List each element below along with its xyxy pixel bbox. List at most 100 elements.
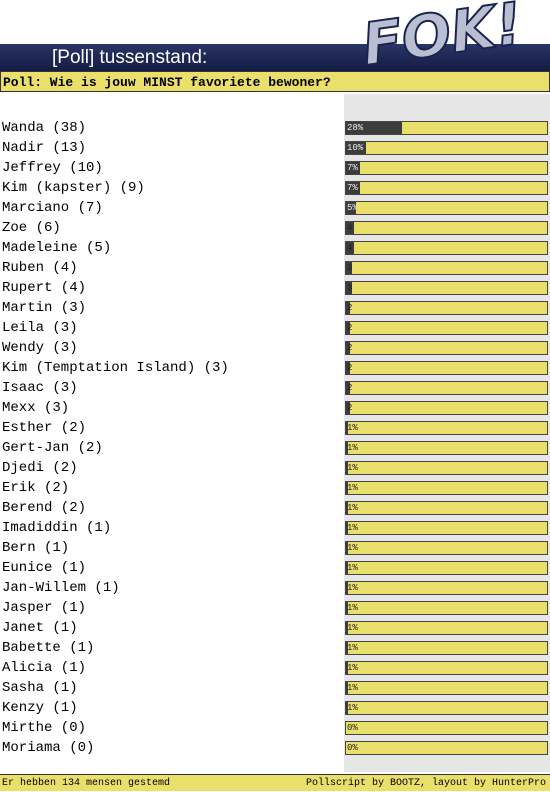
option-label: Imadiddin (1) [2,520,112,536]
percent-label: 1% [347,483,358,493]
option-label: Jasper (1) [2,600,87,616]
bar-track: 3 [345,281,548,295]
bar-fill [346,702,348,714]
bar-fill [346,542,348,554]
bar-fill [346,502,348,514]
bar-track: 28% [345,121,548,135]
bar-fill [346,242,355,254]
option-label: Rupert (4) [2,280,87,296]
bar-fill: 28% [346,122,403,134]
bar-track: 1% [345,661,548,675]
percent-label: 2 [347,303,353,313]
bar-track: 1% [345,561,548,575]
bar-track: 2 [345,381,548,395]
bar-track: 1% [345,701,548,715]
percent-label: 1% [347,503,358,513]
bar-fill [346,482,348,494]
bar-fill [346,282,353,294]
option-label: Jan-Willem (1) [2,580,120,596]
option-label: Eunice (1) [2,560,87,576]
bar-track: 1% [345,601,548,615]
bar-track: 5% [345,201,548,215]
percent-label: 2 [347,323,353,333]
bar-track: 3 [345,261,548,275]
footer: Er hebben 134 mensen gestemd Pollscript … [0,774,550,791]
percent-label: 5% [347,203,356,213]
option-label: Moriama (0) [2,740,95,756]
option-label: Wendy (3) [2,340,78,356]
bar-track: 4 [345,241,548,255]
option-label: Babette (1) [2,640,95,656]
bar-fill [346,462,348,474]
bar-track: 1% [345,481,548,495]
bar-fill: 5% [346,202,357,214]
bar-track: 1% [345,461,548,475]
bar-fill [346,382,351,394]
bar-track: 1% [345,641,548,655]
percent-label: 0% [347,743,358,753]
bar-fill [346,262,353,274]
option-label: Mexx (3) [2,400,70,416]
header-title: [Poll] tussenstand: [52,47,208,68]
bar-fill [346,402,351,414]
option-label: Madeleine (5) [2,240,112,256]
percent-label: 1% [347,623,358,633]
option-label: Ruben (4) [2,260,78,276]
bar-track: 1% [345,501,548,515]
bar-track: 1% [345,621,548,635]
bar-track: 2 [345,341,548,355]
bar-fill [346,442,348,454]
option-label: Bern (1) [2,540,70,556]
bar-fill [346,622,348,634]
option-label: Martin (3) [2,300,87,316]
vote-count: Er hebben 134 mensen gestemd [2,778,171,789]
percent-label: 4 [347,243,353,253]
option-label: Djedi (2) [2,460,78,476]
bar-track: 4 [345,221,548,235]
header-bar: [Poll] tussenstand: [0,44,550,71]
poll-question: Poll: Wie is jouw MINST favoriete bewone… [0,71,550,92]
option-label: Mirthe (0) [2,720,87,736]
percent-label: 1% [347,683,358,693]
bar-fill [346,522,348,534]
percent-label: 4 [347,223,353,233]
percent-label: 7% [347,183,358,193]
percent-label: 3 [347,283,353,293]
percent-label: 1% [347,703,358,713]
bar-fill [346,422,348,434]
bar-track: 2 [345,401,548,415]
bar-track: 1% [345,581,548,595]
percent-label: 1% [347,583,358,593]
bar-fill [346,222,355,234]
percent-label: 2 [347,403,353,413]
credits: Pollscript by BOOTZ, layout by HunterPro [305,778,546,789]
bar-track: 0% [345,741,548,755]
percent-label: 1% [347,543,358,553]
option-label: Sasha (1) [2,680,78,696]
option-label: Marciano (7) [2,200,103,216]
percent-label: 7% [347,163,358,173]
bar-fill: 10% [346,142,367,154]
bar-track: 1% [345,441,548,455]
percent-label: 2 [347,383,353,393]
option-label: Berend (2) [2,500,87,516]
percent-label: 1% [347,523,358,533]
option-label: Kim (Temptation Island) (3) [2,360,229,376]
bar-fill [346,322,351,334]
option-label: Nadir (13) [2,140,87,156]
bar-fill [346,642,348,654]
bar-fill [346,662,348,674]
bar-fill [346,582,348,594]
bar-track: 0% [345,721,548,735]
option-label: Wanda (38) [2,120,87,136]
option-label: Leila (3) [2,320,78,336]
bar-track: 1% [345,521,548,535]
percent-label: 1% [347,423,358,433]
bar-track: 7% [345,161,548,175]
percent-label: 1% [347,603,358,613]
bar-track: 2 [345,301,548,315]
bar-fill [346,602,348,614]
bar-track: 1% [345,421,548,435]
bar-fill [346,302,351,314]
bar-fill [346,682,348,694]
